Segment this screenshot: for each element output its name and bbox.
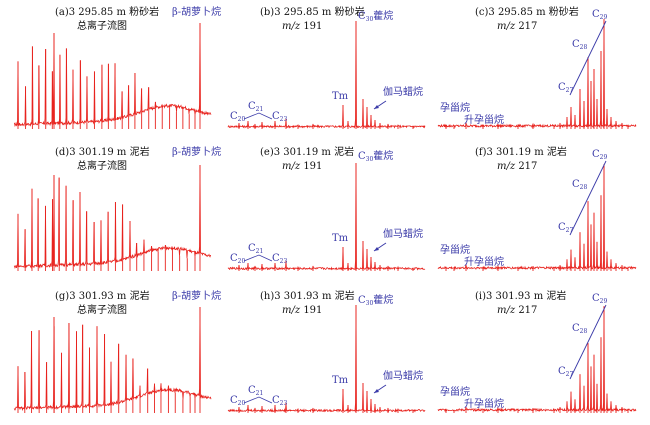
carotane-label: β-胡萝卜烷	[172, 145, 221, 158]
panel-subtitle: 总离子流图	[77, 303, 127, 316]
panel-subtitle: m/z 191	[282, 161, 322, 172]
panel-title: (f)3 301.19 m 泥岩	[475, 145, 567, 158]
homopregnane-label: 升孕甾烷	[464, 255, 504, 268]
panel-title: (d)3 301.19 m 泥岩	[55, 145, 150, 158]
sterane-trend-line	[569, 304, 607, 380]
peak-label-c20: C20	[230, 395, 245, 407]
peak-label-c30-hopane: C30藿烷	[358, 9, 393, 23]
peak-label-c23: C23	[272, 253, 287, 265]
peak-label-tm: Tm	[332, 233, 349, 244]
panel-subtitle: m/z 217	[497, 305, 537, 316]
panel-subtitle: m/z 191	[282, 21, 322, 32]
chromatogram-trace	[437, 18, 637, 129]
peak-label-c29: C29	[592, 9, 607, 21]
chromatogram-trace	[13, 22, 212, 128]
homopregnane-label: 升孕甾烷	[464, 113, 504, 126]
peak-label-c20: C20	[230, 111, 245, 123]
panel-title: (a)3 295.85 m 粉砂岩	[55, 5, 159, 18]
peak-label-c29: C29	[592, 293, 607, 305]
peak-label-c27: C27	[558, 222, 573, 234]
peak-label-c28: C28	[572, 323, 587, 335]
chromatogram-trace	[227, 162, 426, 271]
gammacerane-label: 伽马蜡烷	[383, 227, 423, 240]
chromatogram-trace	[437, 306, 637, 413]
peak-label-c20: C20	[230, 253, 245, 265]
peak-label-c21: C21	[248, 385, 263, 397]
pregnane-label: 孕甾烷	[440, 101, 470, 114]
gammacerane-label: 伽马蜡烷	[383, 369, 423, 382]
panel-subtitle: m/z 217	[497, 21, 537, 32]
chromatogram-trace	[227, 20, 426, 129]
carotane-label: β-胡萝卜烷	[172, 289, 221, 302]
panel-title: (b)3 295.85 m 粉砂岩	[260, 5, 365, 18]
peak-label-c23: C23	[272, 395, 287, 407]
peak-label-tm: Tm	[332, 91, 349, 102]
sterane-trend-line	[569, 160, 607, 236]
panel-subtitle: 总离子流图	[77, 159, 127, 172]
peak-label-c21: C21	[248, 243, 263, 255]
tricyclic-bracket	[243, 254, 273, 262]
chromatogram-trace	[437, 164, 637, 271]
chromatogram-trace	[227, 304, 426, 413]
arrow-head-icon	[374, 105, 379, 109]
gammacerane-label: 伽马蜡烷	[383, 85, 423, 98]
tricyclic-bracket	[243, 396, 273, 404]
peak-label-c21: C21	[248, 101, 263, 113]
chromatogram-trace	[13, 306, 212, 412]
peak-label-c23: C23	[272, 111, 287, 123]
pregnane-label: 孕甾烷	[440, 385, 470, 398]
panel-title: (i)3 301.93 m 泥岩	[475, 289, 566, 302]
arrow-head-icon	[374, 247, 379, 251]
peak-label-c30-hopane: C30藿烷	[358, 149, 393, 163]
pregnane-label: 孕甾烷	[440, 243, 470, 256]
carotane-label: β-胡萝卜烷	[172, 5, 221, 18]
peak-label-c29: C29	[592, 149, 607, 161]
peak-label-c28: C28	[572, 179, 587, 191]
peak-label-c28: C28	[572, 39, 587, 51]
homopregnane-label: 升孕甾烷	[464, 397, 504, 410]
panel-title: (e)3 301.19 m 泥岩	[260, 145, 354, 158]
panel-subtitle: m/z 217	[497, 161, 537, 172]
peak-label-tm: Tm	[332, 375, 349, 386]
arrow-head-icon	[374, 389, 379, 393]
peak-label-c30-hopane: C30藿烷	[358, 293, 393, 307]
panel-subtitle: m/z 191	[282, 305, 322, 316]
panel-subtitle: 总离子流图	[77, 19, 127, 32]
panel-title: (g)3 301.93 m 泥岩	[55, 289, 150, 302]
panel-title: (c)3 295.85 m 粉砂岩	[475, 5, 579, 18]
peak-label-c27: C27	[558, 366, 573, 378]
chromatogram-trace	[13, 164, 211, 269]
panel-title: (h)3 301.93 m 泥岩	[260, 289, 355, 302]
sterane-trend-line	[569, 20, 607, 96]
peak-label-c27: C27	[558, 82, 573, 94]
tricyclic-bracket	[243, 112, 273, 120]
